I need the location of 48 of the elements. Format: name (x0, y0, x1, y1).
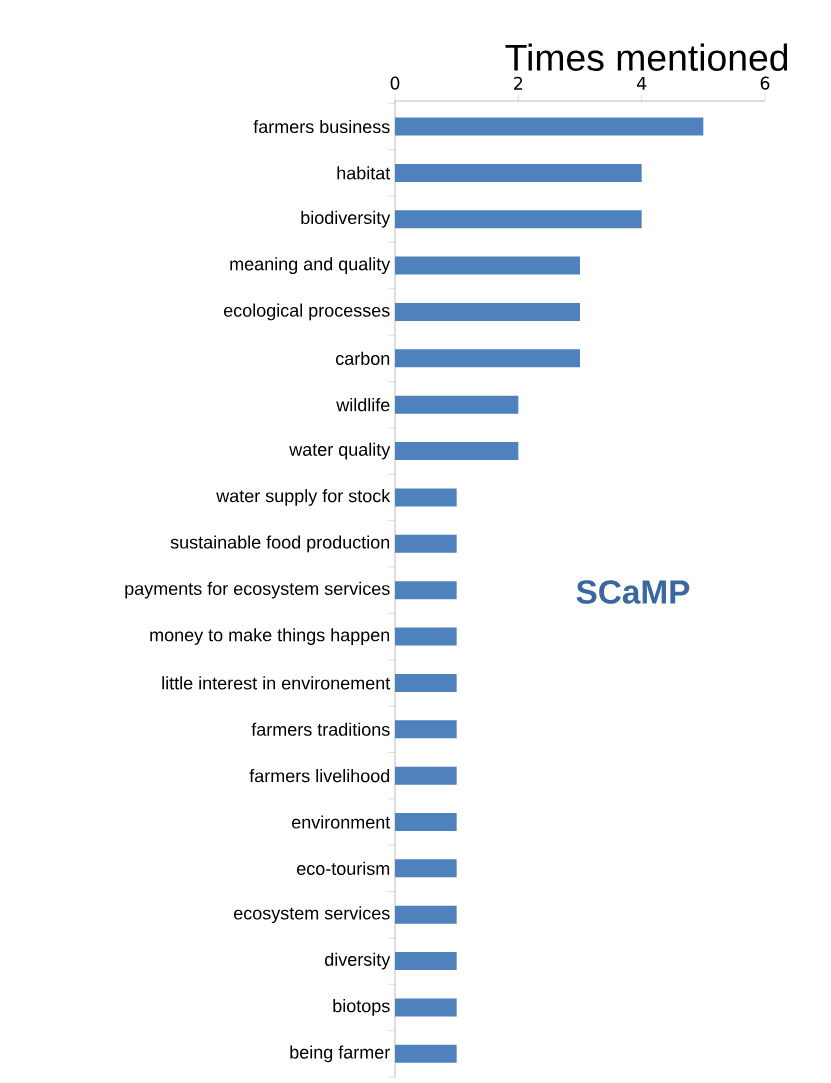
y-tick-label: money to make things happen (150, 628, 390, 645)
y-tick-label: biodiversity (301, 210, 391, 228)
x-tick-label: 0 (390, 76, 400, 90)
bar (395, 163, 642, 182)
bar (395, 349, 580, 368)
y-tick-label: environment (292, 815, 391, 829)
y-tick-label: water quality (289, 442, 391, 460)
bar (395, 302, 580, 321)
y-tick-label: little interest in environement (162, 676, 391, 690)
y-tick-label: eco-tourism (297, 861, 390, 875)
y-tick-label: being farmer (290, 1045, 390, 1063)
x-tick-label: 4 (636, 77, 647, 90)
bar (395, 488, 457, 507)
y-tick-label: farmers business (253, 119, 390, 134)
y-tick-label: farmers traditions (251, 722, 390, 736)
bar (395, 905, 457, 924)
y-tick-label: diversity (325, 952, 391, 970)
bar (395, 210, 642, 229)
y-tick-label: water supply for stock (216, 489, 391, 506)
bar (395, 952, 457, 971)
annotation: SCaMP (576, 580, 690, 604)
bar (395, 673, 457, 692)
y-tick-label: sustainable food production (170, 535, 390, 553)
bar (395, 766, 457, 785)
y-tick-label: wildlife (336, 398, 390, 412)
y-tick-label: ecological processes (223, 303, 390, 321)
bar (395, 812, 457, 831)
y-tick-label: ecosystem services (234, 906, 390, 924)
bar (395, 720, 457, 739)
bar (395, 534, 457, 553)
y-tick-label: habitat (337, 166, 391, 180)
y-tick-label: biotops (333, 999, 390, 1016)
bar (395, 442, 519, 461)
chart-title: Times mentioned (505, 43, 788, 71)
bar (395, 859, 457, 878)
bar (395, 1044, 457, 1063)
x-tick-label: 6 (760, 76, 770, 90)
y-tick-label: payments for ecosystem services (125, 581, 390, 599)
y-tick-label: meaning and quality (230, 257, 391, 275)
x-tick-label: 2 (514, 76, 523, 90)
bar (395, 998, 457, 1017)
bar (395, 117, 704, 136)
bar (395, 581, 457, 600)
bar (395, 627, 457, 646)
y-tick-label: carbon (336, 351, 390, 365)
bar (395, 256, 580, 275)
bar (395, 395, 519, 414)
y-tick-label: farmers livelihood (249, 769, 390, 783)
